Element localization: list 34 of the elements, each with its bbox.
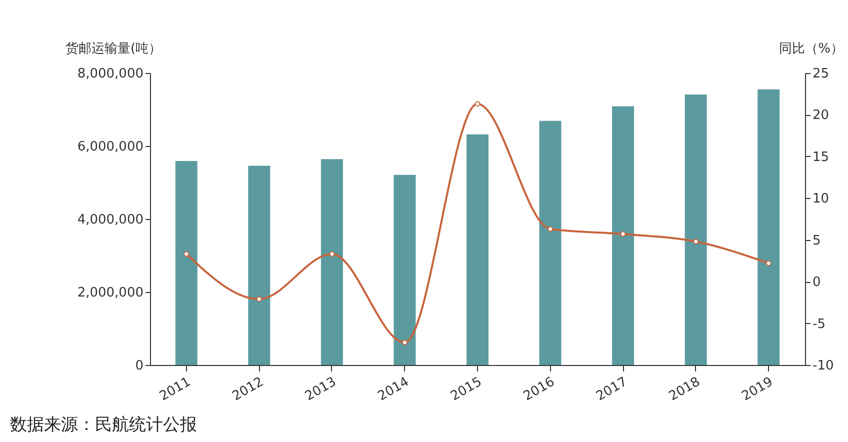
y-tick-label: 6,000,000: [77, 140, 144, 154]
bar: [758, 89, 780, 365]
point: [548, 226, 554, 232]
y-tick-label: 4,000,000: [77, 212, 144, 228]
bar: [466, 134, 488, 365]
point: [474, 101, 480, 107]
source-note: 数据来源：民航统计公报: [10, 414, 197, 435]
y2-tick-label: 5: [812, 233, 821, 248]
point: [184, 251, 190, 257]
y2-tick-label: 10: [812, 192, 830, 207]
bar: [394, 174, 416, 365]
bar: [612, 106, 634, 365]
point: [766, 260, 772, 266]
bar: [248, 166, 270, 365]
bar: [320, 159, 343, 365]
y-axis-title: 货邮运输量(吨）: [66, 42, 162, 56]
y2-tick-label: 20: [812, 108, 830, 124]
bar: [684, 94, 707, 365]
y-tick-label: 2,000,000: [77, 286, 144, 300]
y2-tick-label: -10: [812, 358, 834, 374]
point: [256, 296, 262, 302]
point: [693, 238, 699, 244]
point: [329, 251, 335, 257]
y2-tick-label: -5: [812, 316, 826, 332]
bar: [175, 160, 198, 365]
y2-axis-title: 同比（%）: [779, 42, 844, 56]
point: [402, 340, 408, 346]
bar: [539, 120, 562, 365]
y-tick-label: 0: [135, 358, 144, 374]
y2-tick-label: 15: [812, 150, 830, 165]
y2-tick-label: 25: [812, 66, 830, 82]
y-tick-label: 8,000,000: [77, 66, 144, 82]
y2-tick-label: 0: [812, 275, 821, 290]
point: [620, 231, 626, 237]
